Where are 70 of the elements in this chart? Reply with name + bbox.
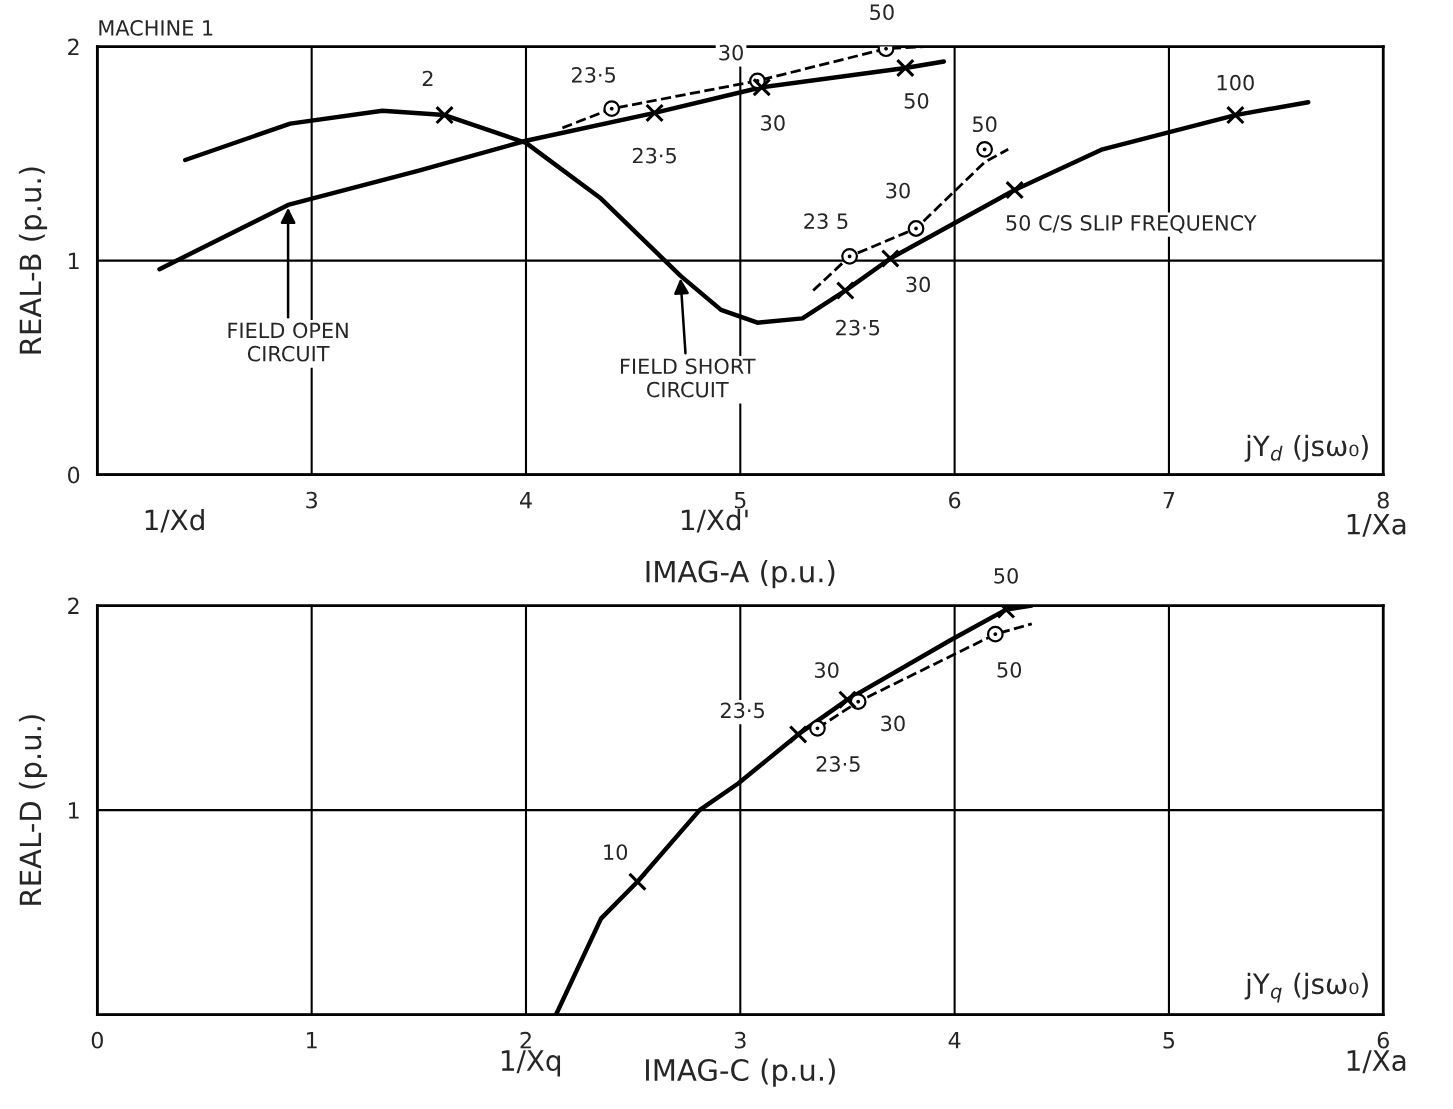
text: 1/Xa bbox=[1347, 514, 1406, 537]
x-tick-label: 6 bbox=[949, 491, 961, 509]
annotation: FIELD SHORT CIRCUIT bbox=[621, 358, 756, 398]
annotation: 23·5 bbox=[720, 702, 764, 719]
point bbox=[1225, 105, 1245, 125]
annotation: 10 bbox=[604, 844, 628, 861]
point bbox=[788, 724, 808, 744]
x-tick-label: 3 bbox=[306, 491, 317, 509]
x-tick-label: 4 bbox=[520, 492, 532, 509]
point bbox=[841, 247, 858, 265]
x-tick-label: 4 bbox=[948, 1032, 961, 1049]
text: 1/Xd bbox=[145, 508, 204, 533]
annotation: 23·5 bbox=[816, 756, 860, 772]
point bbox=[1005, 180, 1025, 200]
x-tick-label: 8 bbox=[1377, 491, 1389, 509]
annotation: jY$_{d}$ (jsω₀) bbox=[1244, 434, 1368, 462]
annotation: 30 bbox=[719, 44, 743, 61]
annotation: FIELD OPEN CIRCUIT bbox=[228, 322, 348, 362]
x-axis-title: IMAG-C (p.u.) bbox=[646, 1058, 835, 1087]
annotation: 30 bbox=[886, 182, 910, 199]
x-tick-label: 2 bbox=[520, 1031, 531, 1049]
x-axis-title: IMAG-A (p.u.) bbox=[646, 560, 835, 589]
point bbox=[752, 77, 772, 97]
point bbox=[835, 281, 855, 301]
point bbox=[986, 625, 1004, 643]
point bbox=[603, 100, 621, 118]
annotation: 23·5 bbox=[571, 66, 616, 83]
y-tick-label: 1 bbox=[68, 802, 79, 819]
annotation: 50 bbox=[870, 4, 894, 21]
x-tick-label: 7 bbox=[1163, 492, 1175, 509]
point bbox=[627, 872, 647, 892]
y-axis-title: REAL-D (p.u.) bbox=[18, 715, 48, 905]
y-tick-label: 2 bbox=[68, 597, 79, 614]
x-tick-label: 3 bbox=[734, 1031, 746, 1049]
annotation: 30 bbox=[906, 276, 930, 293]
point bbox=[809, 719, 826, 737]
y-axis-title: REAL-B (p.u.) bbox=[18, 167, 48, 354]
x-tick-label: 5 bbox=[1163, 1032, 1175, 1049]
annotation: 30 bbox=[814, 662, 839, 678]
point bbox=[645, 103, 665, 123]
x-tick-label: 1 bbox=[307, 1032, 317, 1049]
annotation: 50 C/S SLIP FREQUENCY bbox=[1006, 214, 1257, 234]
point bbox=[838, 690, 857, 710]
annotation: 50 bbox=[994, 567, 1018, 584]
annotation: 50 bbox=[904, 92, 929, 109]
x-tick-label: 5 bbox=[734, 492, 746, 509]
y-tick-label: 2 bbox=[68, 38, 79, 56]
point bbox=[895, 58, 915, 78]
annotation: 100 bbox=[1217, 74, 1254, 91]
x-tick-label: 6 bbox=[1377, 1031, 1389, 1049]
x-tick-label: 0 bbox=[91, 1031, 103, 1049]
annotation: 50 bbox=[972, 116, 997, 133]
point bbox=[976, 140, 994, 158]
text: 1/Xa bbox=[1347, 1050, 1406, 1074]
y-tick-label: 0 bbox=[68, 466, 80, 484]
text: 1/Xq bbox=[501, 1050, 561, 1077]
annotation: 23·5 bbox=[632, 147, 676, 164]
annotation: 23·5 bbox=[836, 319, 880, 336]
point bbox=[435, 105, 454, 125]
annotation: 30 bbox=[761, 115, 785, 131]
text: 1/Xd' bbox=[681, 508, 748, 533]
annotation: 23 5 bbox=[804, 213, 848, 230]
y-tick-label: 1 bbox=[68, 252, 79, 270]
annotation: 50 bbox=[997, 661, 1022, 678]
chart-title: MACHINE 1 bbox=[99, 20, 213, 36]
point bbox=[880, 249, 900, 268]
annotation: jY$_{q}$ (jsω₀) bbox=[1244, 972, 1368, 1003]
annotation: 2 bbox=[422, 70, 433, 87]
point bbox=[907, 220, 925, 237]
annotation: 30 bbox=[881, 715, 905, 732]
